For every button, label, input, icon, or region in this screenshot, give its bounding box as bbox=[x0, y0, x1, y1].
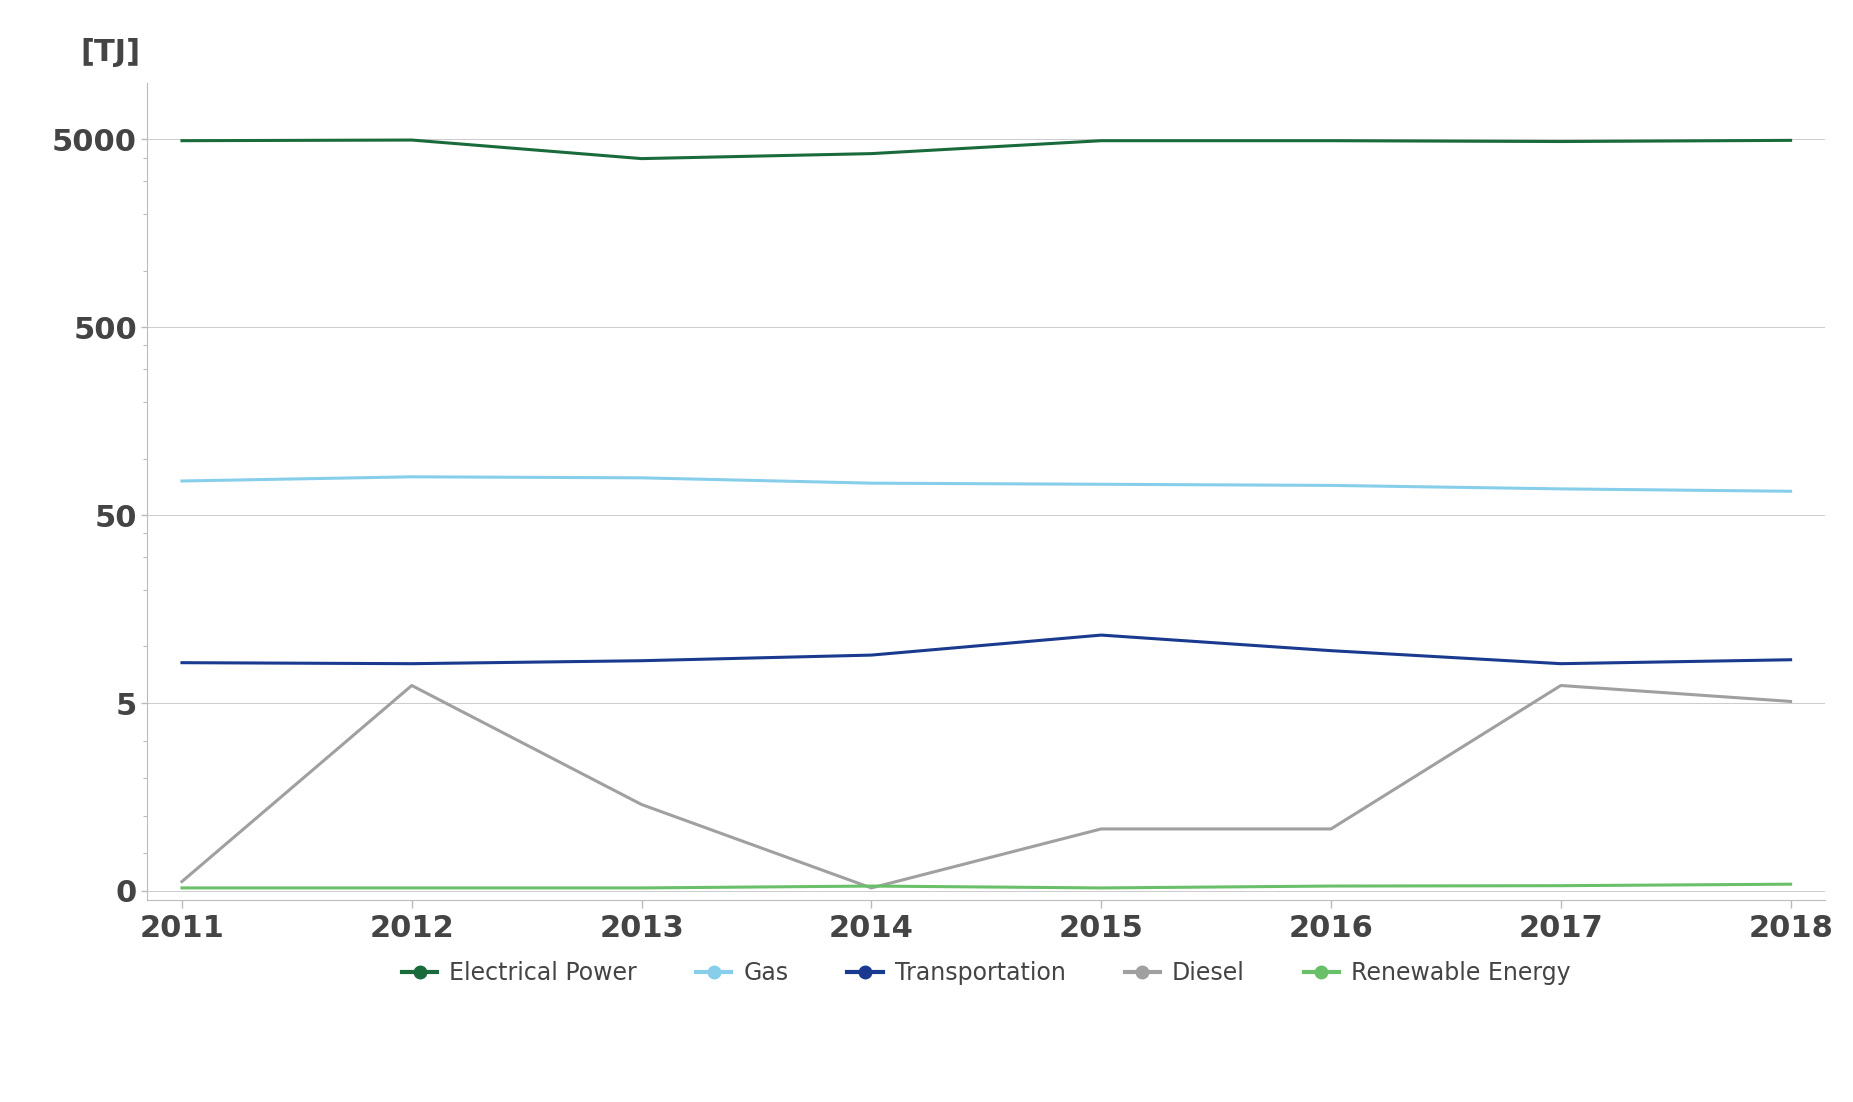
Legend: Electrical Power, Gas, Transportation, Diesel, Renewable Energy: Electrical Power, Gas, Transportation, D… bbox=[393, 952, 1581, 995]
Text: [TJ]: [TJ] bbox=[80, 37, 141, 66]
